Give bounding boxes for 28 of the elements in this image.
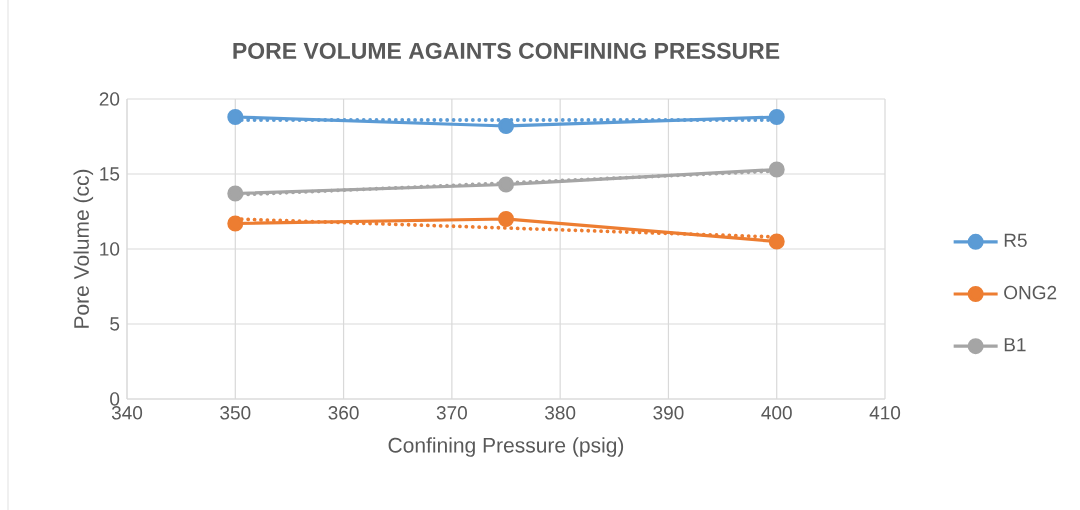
point bbox=[498, 118, 515, 134]
point bbox=[498, 176, 515, 193]
point bbox=[227, 185, 244, 202]
legend-label: R5 bbox=[1004, 233, 1027, 248]
point bbox=[227, 215, 244, 232]
y-axis-title: Pore Volume (cc) bbox=[73, 169, 94, 328]
x-tick-label: 350 bbox=[220, 406, 251, 420]
y-tick-label: 0 bbox=[110, 392, 120, 406]
point bbox=[768, 109, 785, 126]
point bbox=[498, 211, 515, 227]
x-tick-label: 410 bbox=[869, 406, 901, 420]
y-tick-label: 20 bbox=[99, 92, 120, 106]
chart-title: PORE VOLUME AGAINTS CONFINING PRESSURE bbox=[233, 42, 780, 59]
x-tick-label: 370 bbox=[436, 406, 467, 420]
point bbox=[768, 233, 785, 250]
legend-label: ONG2 bbox=[1004, 285, 1057, 300]
y-tick-label: 10 bbox=[100, 242, 120, 256]
point bbox=[227, 109, 244, 126]
x-tick-label: 340 bbox=[111, 406, 143, 420]
y-tick-label: 15 bbox=[100, 167, 120, 181]
x-tick-label: 400 bbox=[761, 406, 792, 420]
point bbox=[768, 161, 785, 178]
x-tick-label: 390 bbox=[653, 406, 684, 420]
x-axis-title: Confining Pressure (psig) bbox=[388, 437, 624, 457]
x-tick-label: 380 bbox=[545, 406, 576, 420]
x-tick-label: 360 bbox=[328, 406, 359, 420]
y-tick-label: 5 bbox=[110, 317, 120, 331]
legend-label: B1 bbox=[1004, 338, 1026, 352]
